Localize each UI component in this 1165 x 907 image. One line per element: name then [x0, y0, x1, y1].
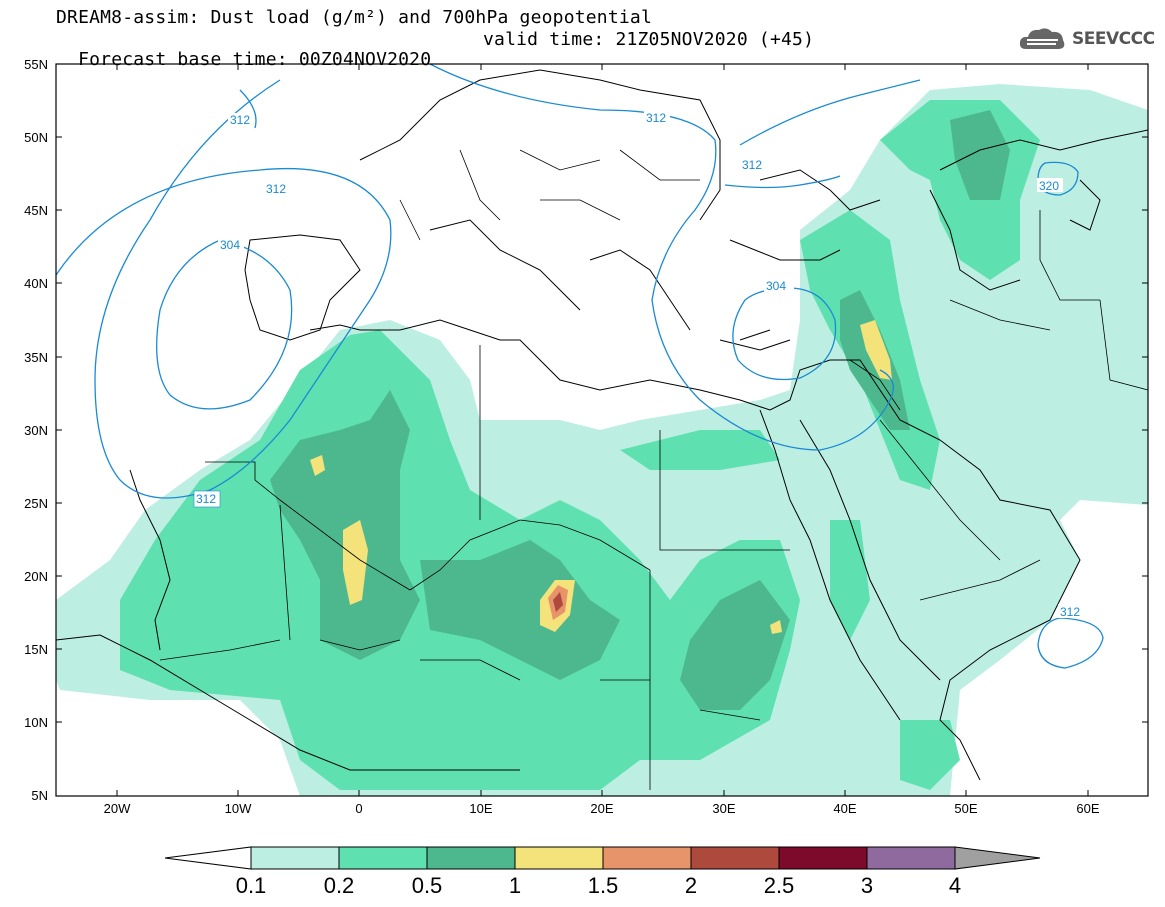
contour-labels: 312 312 304 312 312 304 320 312 312 — [193, 110, 1086, 619]
contour-label: 320 — [1039, 179, 1059, 193]
contour-label: 312 — [266, 182, 286, 196]
lon-label: 0 — [355, 801, 362, 816]
colorbar: 0.1 0.2 0.5 1 1.5 2 2.5 3 4 — [164, 846, 1041, 898]
colorbar-label: 1 — [509, 873, 521, 898]
lon-label: 10E — [469, 801, 492, 816]
lon-axis: 20W 10W 0 10E 20E 30E 40E 50E 60E — [104, 64, 1100, 816]
lon-label: 20E — [590, 801, 613, 816]
chart-title: DREAM8-assim: Dust load (g/m²) and 700hP… — [56, 7, 652, 28]
colorbar-swatch — [426, 846, 516, 870]
geopotential-contours — [56, 64, 1104, 669]
lat-label: 25N — [24, 496, 48, 511]
lat-axis: 55N 50N 45N 40N 35N 30N 25N 20N 15N 10N … — [24, 57, 1148, 803]
logo-text: SEEVCCC — [1072, 29, 1155, 49]
colorbar-label: 2 — [685, 873, 697, 898]
lat-label: 55N — [24, 57, 48, 72]
contour-label: 312 — [196, 492, 216, 506]
contour-label: 312 — [1060, 605, 1080, 619]
borders — [159, 149, 1148, 790]
coastlines — [56, 69, 1148, 781]
lat-label: 20N — [24, 569, 48, 584]
lat-label: 30N — [24, 423, 48, 438]
contour-label: 304 — [220, 238, 240, 252]
colorbar-label: 2.5 — [764, 873, 795, 898]
colorbar-swatch — [338, 846, 428, 870]
colorbar-swatch — [602, 846, 692, 870]
lat-label: 35N — [24, 350, 48, 365]
lon-label: 10W — [225, 801, 252, 816]
colorbar-swatch — [778, 846, 868, 870]
colorbar-label: 0.5 — [412, 873, 443, 898]
colorbar-swatch — [690, 846, 780, 870]
colorbar-label: 4 — [949, 873, 961, 898]
colorbar-swatch — [250, 846, 340, 870]
colorbar-over-triangle — [954, 846, 1041, 870]
colorbar-label: 0.1 — [236, 873, 267, 898]
lat-label: 50N — [24, 130, 48, 145]
lat-label: 15N — [24, 642, 48, 657]
contour-label: 312 — [230, 113, 250, 127]
colorbar-swatch — [866, 846, 956, 870]
lat-label: 5N — [31, 788, 48, 803]
lat-label: 40N — [24, 276, 48, 291]
contour-label: 312 — [646, 111, 666, 125]
colorbar-label: 1.5 — [588, 873, 619, 898]
seevccc-logo: SEEVCCC — [1018, 24, 1155, 54]
lat-label: 10N — [24, 715, 48, 730]
lon-label: 20W — [104, 801, 131, 816]
dust-field — [56, 84, 1148, 796]
lat-label: 45N — [24, 203, 48, 218]
colorbar-label: 3 — [861, 873, 873, 898]
lon-label: 40E — [833, 801, 856, 816]
lon-label: 50E — [954, 801, 977, 816]
valid-time: valid time: 21Z05NOV2020 (+45) — [483, 29, 815, 50]
contour-label: 312 — [742, 158, 762, 172]
colorbar-under-triangle — [164, 846, 252, 870]
colorbar-label: 0.2 — [324, 873, 355, 898]
cloud-icon — [1019, 28, 1065, 49]
colorbar-swatch — [514, 846, 604, 870]
contour-label: 304 — [766, 279, 786, 293]
lon-label: 30E — [712, 801, 735, 816]
dust-level-2 — [553, 592, 563, 612]
lon-label: 60E — [1076, 801, 1099, 816]
